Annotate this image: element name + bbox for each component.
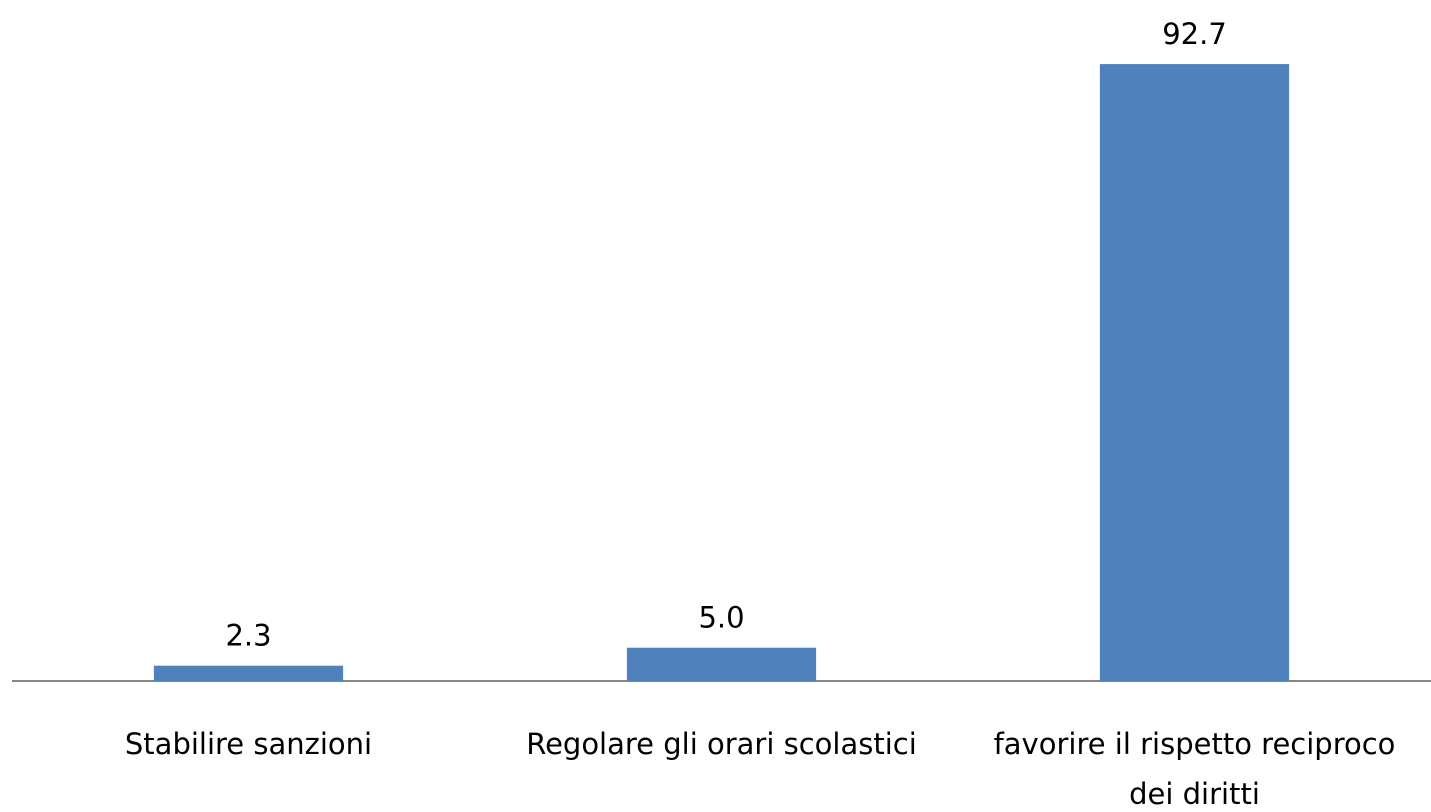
x-tick-label: Stabilire sanzioni <box>124 727 373 761</box>
x-tick-label: Regolare gli orari scolastici <box>526 727 917 761</box>
value-label: 92.7 <box>1162 17 1227 51</box>
x-tick-label: favorire il rispetto reciproco dei dirit… <box>993 727 1396 811</box>
value-label: 2.3 <box>225 619 271 653</box>
bar <box>626 647 817 681</box>
bar <box>153 665 344 681</box>
value-label: 5.0 <box>698 601 744 635</box>
bar <box>1099 64 1290 682</box>
